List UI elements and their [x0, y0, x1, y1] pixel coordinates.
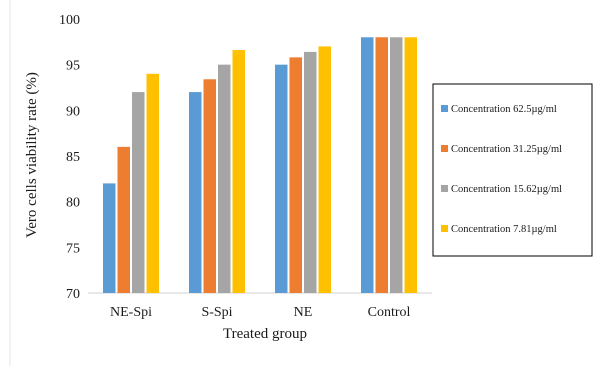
y-tick-label: 80 — [66, 196, 80, 211]
bar — [404, 37, 417, 294]
x-tick-label: S-Spi — [201, 305, 232, 320]
bar — [375, 37, 388, 294]
legend: Concentration 62.5µg/ml Concentration 31.… — [432, 83, 593, 257]
y-tick-label: 85 — [66, 150, 80, 165]
y-tick-label: 95 — [66, 59, 80, 74]
legend-swatch — [441, 185, 448, 192]
y-axis-title: Vero cells viability rate (%) — [24, 72, 40, 238]
y-tick-label: 90 — [66, 104, 80, 119]
y-tick-label: 70 — [66, 287, 80, 302]
x-tick-label: NE-Spi — [110, 305, 152, 320]
bar — [232, 50, 245, 294]
bar — [132, 92, 145, 293]
bar — [275, 64, 288, 294]
bar — [103, 183, 116, 293]
bar — [203, 79, 216, 293]
y-tick-label: 75 — [66, 241, 80, 256]
bar — [218, 64, 231, 294]
legend-entry: Concentration 7.81µg/ml — [451, 224, 557, 235]
bar — [390, 37, 403, 294]
legend-swatch — [441, 105, 448, 112]
bar — [318, 46, 331, 294]
legend-entry: Concentration 62.5µg/ml — [451, 104, 557, 115]
bar — [146, 73, 159, 293]
x-tick-label: NE — [294, 305, 313, 320]
bar — [289, 57, 302, 293]
bars-layer — [103, 37, 417, 294]
legend-entry: Concentration 15.62µg/ml — [451, 184, 562, 195]
legend-box — [432, 83, 593, 257]
bar — [189, 92, 202, 293]
bar — [117, 146, 130, 293]
bar — [304, 51, 317, 293]
y-tick-label: 100 — [59, 13, 80, 28]
legend-swatch — [441, 145, 448, 152]
labels-layer: Vero cells viability rate (%) Treated gr… — [24, 13, 410, 342]
legend-swatch — [441, 225, 448, 232]
legend-entry: Concentration 31.25µg/ml — [451, 144, 562, 155]
x-axis-title: Treated group — [223, 326, 307, 342]
x-tick-label: Control — [368, 305, 411, 320]
bar — [361, 37, 374, 294]
